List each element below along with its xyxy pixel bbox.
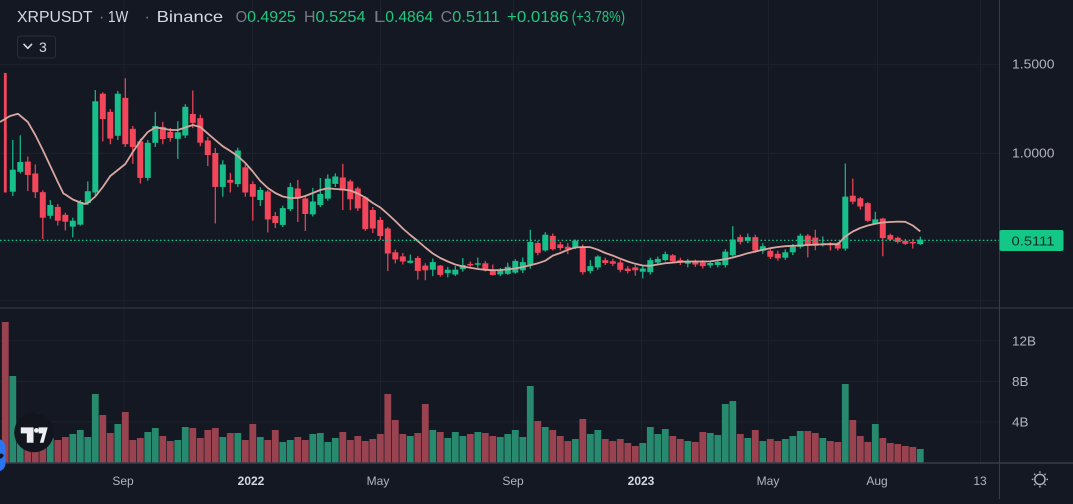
svg-text:May: May [367,474,390,488]
svg-text:1.5000: 1.5000 [1012,58,1055,72]
svg-text:2023: 2023 [628,474,655,488]
svg-text:Sep: Sep [502,474,524,488]
svg-text:2022: 2022 [238,474,265,488]
svg-text:May: May [757,474,780,488]
svg-text:Binance: Binance [157,9,224,26]
svg-text:0.4925: 0.4925 [247,9,296,26]
svg-text:O: O [236,9,248,26]
svg-text:·: · [99,9,104,26]
svg-text:Aug: Aug [866,474,887,488]
svg-text:13: 13 [973,474,987,488]
svg-text:3: 3 [39,39,47,55]
svg-text:·: · [145,9,150,26]
svg-text:4B: 4B [1012,416,1029,430]
svg-text:12B: 12B [1012,335,1036,349]
svg-text:C: C [441,9,453,26]
svg-text:0.4864: 0.4864 [385,9,433,26]
svg-text:8B: 8B [1012,375,1029,389]
svg-text:1W: 1W [108,9,129,26]
svg-text:+0.0186: +0.0186 [507,9,569,26]
svg-text:0.5111: 0.5111 [1012,234,1055,248]
svg-text:Sep: Sep [112,474,134,488]
svg-text:L: L [374,9,386,26]
svg-text:XRPUSDT: XRPUSDT [17,9,93,26]
svg-text:0.5111: 0.5111 [452,9,500,26]
svg-text:(+3.78%): (+3.78%) [572,9,625,26]
svg-text:1.0000: 1.0000 [1012,147,1055,161]
svg-text:H: H [304,9,316,26]
svg-text:0.5254: 0.5254 [316,9,366,26]
